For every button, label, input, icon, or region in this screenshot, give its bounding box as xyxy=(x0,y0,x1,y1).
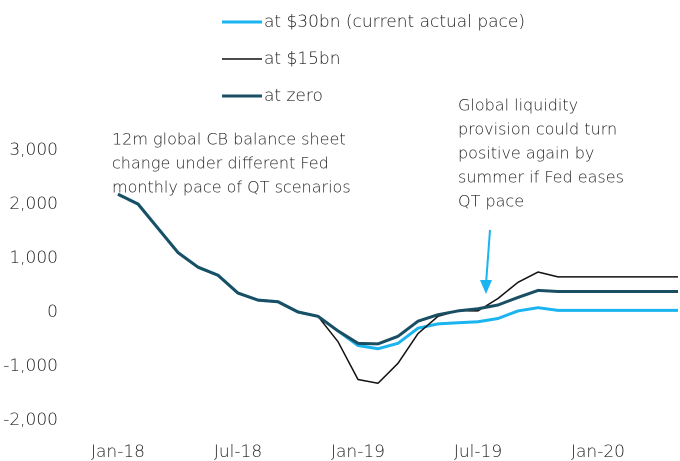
y-tick-label: 3,000 xyxy=(9,140,58,160)
series-line xyxy=(117,193,678,385)
legend-label: at zero xyxy=(264,86,323,106)
annotation: provision could turn xyxy=(458,120,617,139)
annotation: positive again by xyxy=(458,144,594,163)
x-tick-label: Jan-19 xyxy=(331,442,385,461)
y-tick-label: -2,000 xyxy=(3,410,58,430)
arrow-head xyxy=(480,280,492,294)
y-tick-label: 0 xyxy=(47,302,58,322)
arrow xyxy=(485,229,491,285)
x-tick-label: Jan-18 xyxy=(91,442,145,461)
series-line xyxy=(117,192,678,351)
series-line xyxy=(117,192,678,346)
annotation: QT pace xyxy=(458,192,524,211)
annotation: monthly pace of QT scenarios xyxy=(112,178,351,197)
x-tick-label: Jul-18 xyxy=(214,442,262,461)
y-tick-label: 1,000 xyxy=(9,248,58,268)
legend-label: at $15bn xyxy=(264,49,341,69)
y-tick-label: 2,000 xyxy=(9,194,58,214)
annotation: 12m global CB balance sheet xyxy=(112,130,346,149)
annotation: summer if Fed eases xyxy=(458,168,624,187)
x-tick-label: Jan-20 xyxy=(571,442,625,461)
y-tick-label: -1,000 xyxy=(3,356,58,376)
annotation: Global liquidity xyxy=(458,96,578,115)
annotation: change under different Fed xyxy=(112,154,329,173)
legend-label: at $30bn (current actual pace) xyxy=(264,12,525,32)
x-tick-label: Jul-19 xyxy=(454,442,502,461)
